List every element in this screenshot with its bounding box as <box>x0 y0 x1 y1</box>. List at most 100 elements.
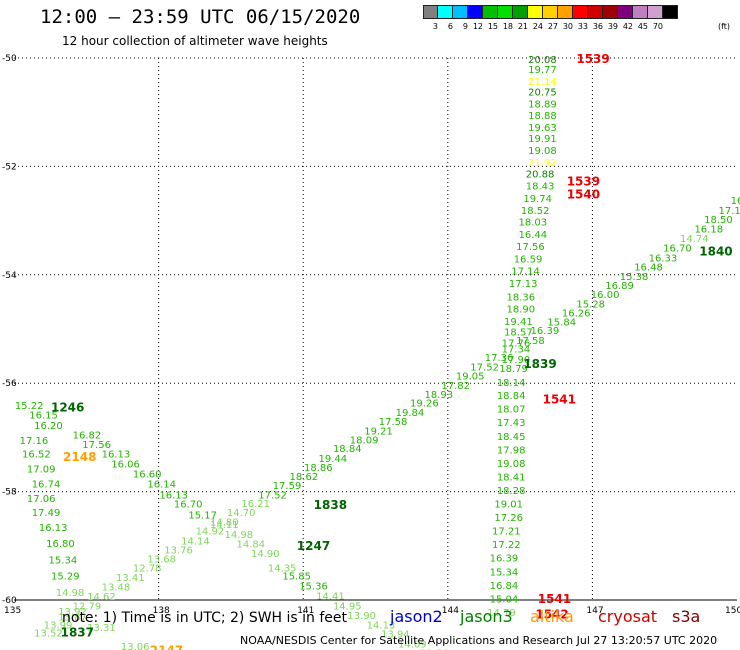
swh-label-nw-se: 14.90 <box>251 549 280 560</box>
legend-swatch <box>528 5 543 19</box>
swh-label-sw-ne: 13.76 <box>164 546 193 557</box>
y-tick-label: -54 <box>2 271 17 281</box>
color-scale-legend: 3 6 9 12 15 18 21 24 27 30 33 36 39 42 45 70 (ft) <box>423 5 730 31</box>
swh-label-west: 17.49 <box>32 508 61 519</box>
legend-label: 18 <box>502 22 513 31</box>
swh-label-nw-se: 16.13 <box>159 490 188 501</box>
swh-label-north: 17.98 <box>497 445 526 456</box>
swh-label-nw-se: 15.17 <box>188 510 217 521</box>
swh-label-sw-ne: 17.82 <box>441 381 470 392</box>
swh-label-sw-ne: 13.48 <box>102 582 131 593</box>
swh-label-sw-ne: 15.38 <box>620 272 649 283</box>
swh-label-north: 19.74 <box>523 194 552 205</box>
legend-label: 27 <box>547 22 558 31</box>
chart-subtitle: 12 hour collection of altimeter wave hei… <box>62 34 328 48</box>
swh-label-sw-ne: 16.39 <box>531 326 560 337</box>
swh-label-north: 17.56 <box>516 242 545 253</box>
swh-label-sw-ne: 17.34 <box>502 345 531 356</box>
swh-label-nw-se: 16.82 <box>73 431 102 442</box>
swh-label-sw-ne: 15.84 <box>547 317 576 328</box>
swh-label-sw-ne: 13.99 <box>44 620 73 631</box>
legend-swatch <box>603 5 618 19</box>
legend-swatch <box>573 5 588 19</box>
swh-label-north: 18.88 <box>528 111 557 122</box>
swh-label-nw-se: 14.95 <box>333 601 362 612</box>
swh-label-north: 16.39 <box>490 554 519 565</box>
swh-label-sw-ne: 13.41 <box>116 573 145 584</box>
swh-label-sw-ne: 19.44 <box>318 454 347 465</box>
y-tick-label: -50 <box>2 54 17 64</box>
satellite-cryosat: cryosat <box>598 607 658 626</box>
swh-label-west: 13.31 <box>87 623 116 634</box>
swh-label-north: 18.84 <box>497 391 526 402</box>
swh-label-north: 19.01 <box>494 500 523 511</box>
swh-label-sw-ne: 16.21 <box>241 499 270 510</box>
swh-label-north: 18.43 <box>526 181 555 192</box>
swh-label-nw-se: 13.90 <box>347 611 376 622</box>
swh-label-north: 18.41 <box>497 472 526 483</box>
x-tick-label: 144 <box>442 606 459 616</box>
swh-label-west: 17.16 <box>20 436 49 447</box>
legend-label: 9 <box>462 22 468 31</box>
satellite-jason3: jason3 <box>460 607 513 626</box>
legend-swatch <box>633 5 648 19</box>
swh-label-sw-ne: 12.79 <box>73 601 102 612</box>
swh-label-sw-ne: 19.21 <box>364 426 393 437</box>
legend-swatch <box>483 5 498 19</box>
swh-label-north: 16.44 <box>519 230 548 241</box>
pass-time-label: 2147 <box>150 643 183 650</box>
swh-label-north: 21.14 <box>528 77 557 88</box>
swh-label-north: 19.63 <box>528 123 557 134</box>
swh-label-nw-se: 14.84 <box>237 540 266 551</box>
swh-label-north: 17.14 <box>511 266 540 277</box>
swh-label-nw-se: 15.22 <box>15 401 44 412</box>
swh-label-nw-se: 16.60 <box>133 470 162 481</box>
legend-unit: (ft) <box>718 22 731 31</box>
swh-label-sw-ne: 19.05 <box>456 372 485 383</box>
y-tick-label: -52 <box>2 162 17 172</box>
swh-label-north: 16.84 <box>490 581 519 592</box>
swh-label-north: 19.41 <box>504 317 533 328</box>
legend-label: 33 <box>577 22 588 31</box>
swh-label-sw-ne: 14.92 <box>196 527 225 538</box>
swh-label-nw-se: 17.56 <box>82 440 111 451</box>
legend-swatch <box>663 5 678 19</box>
swh-label-north: 19.91 <box>528 134 557 145</box>
swh-label-north: 18.79 <box>499 364 528 375</box>
swh-label-west: 16.13 <box>39 523 68 534</box>
satellite-s3a: s3a <box>672 607 701 626</box>
swh-label-sw-ne: 18.62 <box>290 472 319 483</box>
swh-label-north: 18.07 <box>497 405 526 416</box>
swh-label-west: 16.74 <box>32 479 61 490</box>
x-tick-label: 141 <box>297 606 314 616</box>
legend-label: 12 <box>472 22 483 31</box>
legend-label: 15 <box>487 22 498 31</box>
swh-label-north: 17.76 <box>502 339 531 350</box>
footnote: note: 1) Time is in UTC; 2) SWH is in fe… <box>62 610 348 626</box>
swh-label-sw-ne: 16.48 <box>634 263 663 274</box>
swh-label-north: 18.90 <box>506 304 535 315</box>
pass-time-label: 1541 <box>538 592 571 606</box>
swh-label-sw-ne: 18.09 <box>350 436 379 447</box>
satellite-jason2: jason2 <box>390 607 443 626</box>
swh-label-nw-se: 14.09 <box>398 639 427 650</box>
swh-label-sw-ne: 14.62 <box>87 592 116 603</box>
y-tick-label: -58 <box>2 488 17 498</box>
swh-label-sw-ne: 16.33 <box>649 253 678 264</box>
legend-label: 39 <box>607 22 618 31</box>
swh-label-sw-ne: 17.52 <box>470 362 499 373</box>
swh-label-north: 17.90 <box>502 355 531 366</box>
legend-swatch <box>558 5 573 19</box>
swh-label-nw-se: 14.13 <box>367 620 396 631</box>
pass-time-label: 1539 <box>576 52 609 66</box>
swh-label-nw-se: 16.15 <box>29 411 58 422</box>
x-tick-label: 135 <box>4 606 21 616</box>
swh-label-north: 18.89 <box>528 100 557 111</box>
swh-label-west: 15.34 <box>49 555 78 566</box>
legend-label: 45 <box>637 22 648 31</box>
legend-label: 21 <box>517 22 528 31</box>
swh-label-sw-ne: 19.26 <box>410 399 439 410</box>
legend-label: 24 <box>532 22 543 31</box>
legend-swatch <box>423 5 438 19</box>
swh-label-nw-se: 14.35 <box>268 563 297 574</box>
